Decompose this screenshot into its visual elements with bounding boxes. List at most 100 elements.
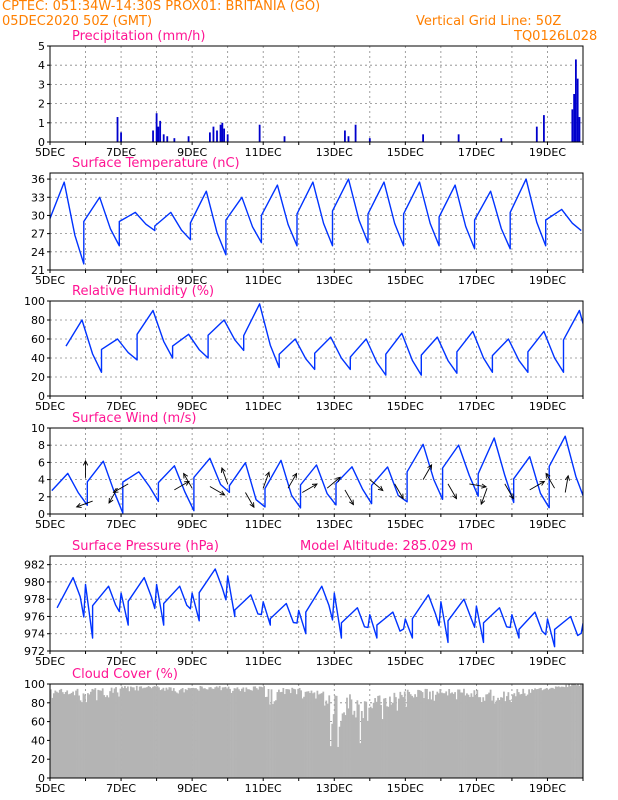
x-tick-label: 15DEC (387, 782, 424, 795)
panel-title: Surface Wind (m/s) (72, 411, 196, 426)
cloud-cover-bar (91, 688, 94, 778)
cloud-cover-bar (125, 688, 128, 778)
x-tick-label: 15DEC (387, 400, 424, 413)
cloud-cover-bar (445, 691, 448, 778)
panel-frame (49, 427, 584, 515)
cloud-cover-bar (511, 694, 514, 778)
series-line (51, 435, 583, 514)
cloud-cover-bar (350, 699, 353, 778)
cloud-cover-bar (384, 698, 387, 778)
x-tick-label: 11DEC (245, 146, 282, 159)
cloud-cover-bar (477, 697, 480, 778)
y-tick-label: 1 (38, 117, 45, 130)
cloud-cover-bar (470, 693, 473, 778)
cloud-cover-bar (415, 696, 418, 778)
x-tick-label: 19DEC (529, 782, 566, 795)
cloud-cover-bar (264, 697, 267, 778)
cloud-cover-bar (393, 692, 396, 778)
cloud-cover-bar (224, 686, 227, 778)
cloud-cover-bar (100, 690, 103, 778)
wind-vector (183, 473, 193, 489)
wind-vector-head (508, 493, 514, 500)
cloud-cover-bar (545, 688, 548, 778)
cloud-cover-bar (289, 693, 292, 778)
cloud-cover-bar (349, 694, 351, 778)
cloud-cover-bar (178, 690, 181, 778)
series-line (65, 303, 583, 376)
x-tick-label: 13DEC (316, 655, 353, 668)
cloud-cover-bar (357, 704, 360, 778)
panel-frame (49, 172, 584, 271)
x-tick-label: 9DEC (177, 274, 207, 287)
y-tick-label: 0 (38, 390, 45, 403)
cloud-cover-bar (78, 695, 80, 778)
cloud-cover-bar (177, 693, 180, 778)
cloud-cover-bar (363, 701, 366, 778)
cloud-cover-bar (491, 700, 493, 778)
header-model-id: TQ0126L028 (514, 29, 598, 44)
precipitation-bar (573, 94, 576, 142)
cloud-cover-bar (282, 687, 285, 778)
cloud-cover-bar (537, 689, 539, 778)
cloud-cover-bar (544, 688, 547, 778)
cloud-cover-bar (315, 698, 317, 778)
cloud-cover-bar (566, 687, 569, 778)
cloud-cover-bar (374, 698, 377, 778)
x-tick-label: 11DEC (245, 518, 282, 531)
cloud-cover-bar (82, 693, 85, 778)
cloud-cover-bar (193, 688, 196, 778)
cloud-cover-bar (199, 686, 202, 778)
cloud-cover-bar (150, 688, 153, 778)
cloud-cover-bar (51, 697, 54, 778)
cloud-cover-bar (538, 688, 541, 778)
x-tick-label: 13DEC (316, 146, 353, 159)
x-tick-label: 19DEC (529, 146, 566, 159)
x-tick-label: 19DEC (529, 400, 566, 413)
panel-title: Surface Pressure (hPa) (72, 539, 219, 554)
x-tick-label: 11DEC (245, 400, 282, 413)
cloud-cover-bar (298, 687, 301, 778)
cloud-cover-bar (276, 692, 279, 778)
cloud-cover-bar (471, 696, 474, 778)
cloud-cover-bar (543, 689, 545, 778)
precipitation-bar (173, 138, 176, 142)
cloud-cover-bar (482, 697, 485, 778)
cloud-cover-bar (266, 696, 268, 778)
y-tick-label: 4 (38, 59, 45, 72)
cloud-cover-bar (559, 687, 562, 778)
y-tick-label: 3 (38, 78, 45, 91)
cloud-cover-bar (483, 700, 486, 778)
cloud-cover-bar (507, 692, 510, 778)
cloud-cover-bar (152, 686, 154, 778)
y-tick-label: 33 (31, 191, 45, 204)
cloud-cover-bar (233, 688, 236, 778)
cloud-cover-bar (309, 692, 311, 778)
precipitation-bar (578, 117, 581, 142)
cloud-cover-bar (399, 691, 402, 778)
cloud-cover-bar (297, 688, 300, 778)
cloud-cover-bar (64, 691, 67, 778)
cloud-cover-bar (60, 688, 63, 778)
precipitation-bar (500, 138, 503, 142)
cloud-cover-bar (280, 691, 283, 778)
y-tick-label: 10 (31, 422, 45, 435)
wind-vector (245, 492, 255, 508)
cloud-cover-bar (144, 687, 147, 778)
cloud-cover-bar (400, 694, 403, 778)
x-tick-label: 7DEC (106, 518, 136, 531)
wind-vector (76, 500, 93, 508)
cloud-cover-bar (523, 693, 526, 778)
cloud-cover-bar (124, 686, 126, 778)
cloud-cover-bar (359, 743, 362, 778)
cloud-cover-bar (269, 704, 271, 778)
cloud-cover-bar (128, 691, 131, 778)
cloud-cover-bar (101, 688, 104, 778)
cloud-cover-bar (153, 686, 156, 778)
y-tick-label: 40 (31, 352, 45, 365)
cloud-cover-bar (97, 689, 100, 778)
precipitation-bar (344, 130, 346, 142)
wind-vector-head (75, 503, 82, 508)
precipitation-bar (457, 134, 460, 142)
cloud-cover-bar (166, 689, 169, 778)
cloud-cover-bar (377, 695, 379, 778)
